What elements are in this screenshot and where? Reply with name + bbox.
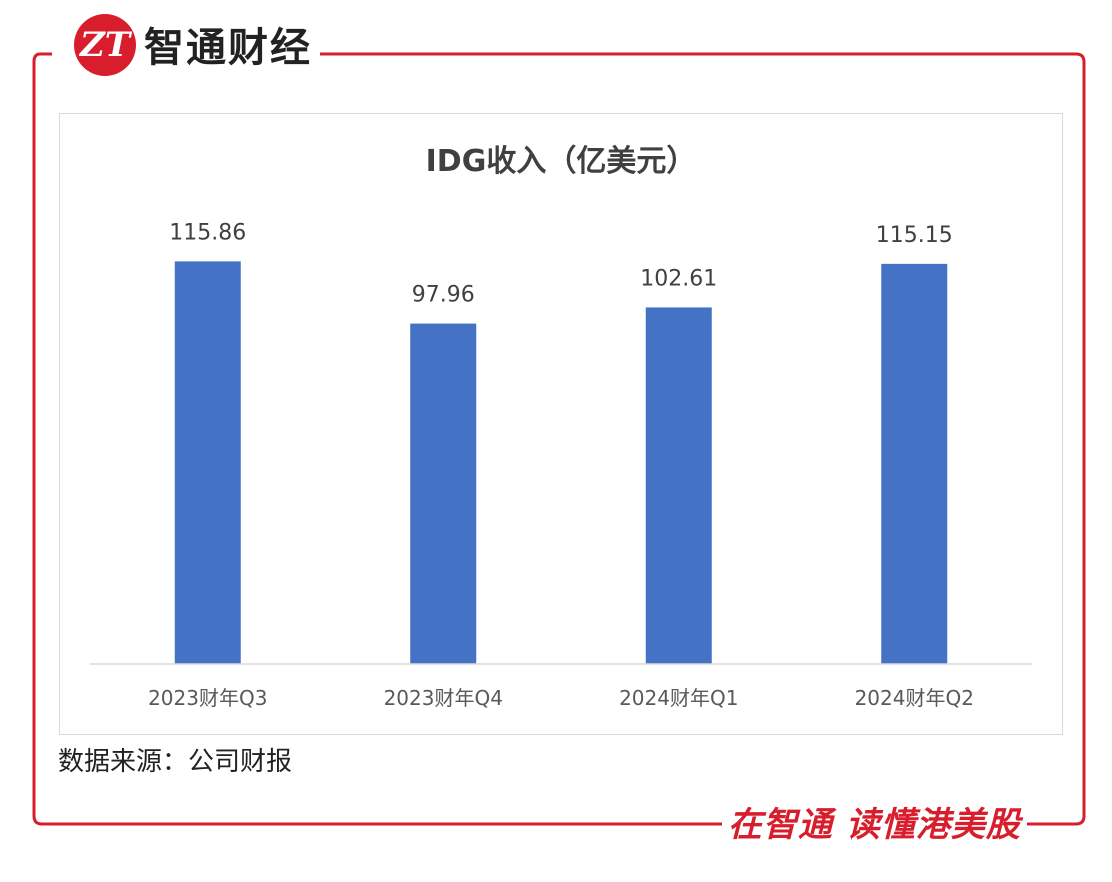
bar-4 xyxy=(881,263,948,664)
bar-1 xyxy=(174,261,241,664)
data-source-note: 数据来源：公司财报 xyxy=(58,747,293,777)
data-label-1: 115.86 xyxy=(169,220,246,245)
slogan: 在智通 读懂港美股 xyxy=(722,800,1027,850)
data-label-4: 115.15 xyxy=(876,223,953,248)
brand-name: 智通财经 xyxy=(140,20,320,76)
chart-title: IDG收入（亿美元） xyxy=(426,144,697,179)
data-label-3: 102.61 xyxy=(640,266,717,291)
bars-layer: 115.86 2023财年Q3 97.96 2023财年Q4 102.61 2024财年Q… xyxy=(148,220,974,710)
brand-logo-glyph: ZT xyxy=(79,25,131,65)
x-tick-label-2: 2023财年Q4 xyxy=(384,686,503,710)
x-tick-label-1: 2023财年Q3 xyxy=(148,686,267,710)
data-label-2: 97.96 xyxy=(412,283,475,308)
bar-chart: IDG收入（亿美元） 115.86 2023财年Q3 97.96 2023财年Q4 10… xyxy=(90,144,1032,710)
x-tick-label-3: 2024财年Q1 xyxy=(619,686,738,710)
bar-2 xyxy=(410,323,477,664)
x-tick-label-4: 2024财年Q2 xyxy=(855,686,974,710)
chart-panel: IDG收入（亿美元） 115.86 2023财年Q3 97.96 2023财年Q4 10… xyxy=(59,113,1063,735)
brand-logo: ZT xyxy=(74,14,136,76)
bar-3 xyxy=(645,307,712,664)
